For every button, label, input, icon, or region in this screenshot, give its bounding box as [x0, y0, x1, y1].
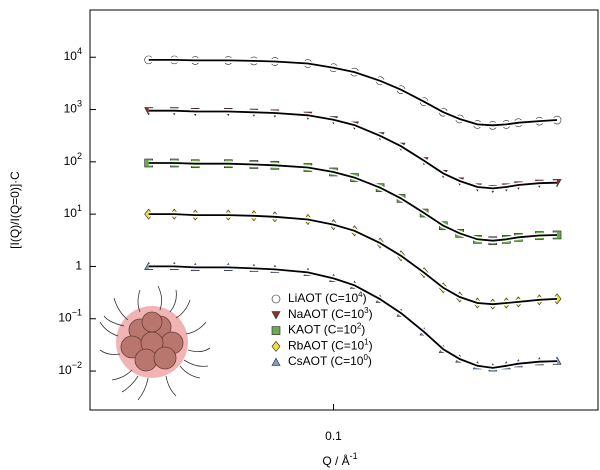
fit-line — [148, 213, 558, 306]
legend-text: ) — [369, 339, 373, 353]
legend-label: LiAOT (C=104) — [288, 290, 367, 305]
legend-exp: 1 — [364, 338, 369, 347]
legend-text: ) — [369, 307, 373, 321]
y-axis-label: [I(Q)/I(Q=0)]·C — [8, 171, 22, 249]
y-tick-label: 10−2 — [58, 360, 82, 377]
legend-label: RbAOT (C=101) — [288, 338, 373, 353]
y-tick-exp: 4 — [77, 47, 82, 57]
legend-text: CsAOT (C=10 — [288, 354, 364, 368]
fit-line — [148, 59, 558, 127]
y-tick-base: 10 — [58, 363, 72, 377]
legend-text: RbAOT (C=10 — [288, 339, 364, 353]
y-tick-label: 104 — [64, 47, 82, 64]
fit-line-outline — [148, 57, 558, 128]
legend-label: CsAOT (C=100) — [288, 353, 372, 368]
y-tick-base: 10 — [64, 154, 78, 168]
x-axis-label: Q / Å-1 — [322, 451, 357, 468]
legend-marker — [271, 326, 281, 335]
y-tick-exp: −1 — [72, 308, 82, 318]
legend-text: KAOT (C=10 — [288, 323, 357, 337]
legend-text: NaAOT (C=10 — [288, 307, 364, 321]
micelle-illustration — [99, 285, 211, 401]
y-tick-exp: 3 — [77, 99, 82, 109]
legend-marker — [271, 294, 281, 304]
x-label-exp: -1 — [350, 451, 358, 461]
y-tick-exp: 1 — [77, 204, 82, 214]
y-tick-base: 10 — [64, 206, 78, 220]
fit-line — [148, 265, 558, 369]
legend-marker — [271, 311, 281, 320]
legend-text: LiAOT (C=10 — [288, 291, 358, 305]
y-tick-label: 1 — [75, 259, 82, 273]
legend-exp: 0 — [363, 353, 368, 362]
fit-line — [148, 162, 558, 242]
y-tick-exp: 2 — [77, 151, 82, 161]
plot-frame — [89, 9, 599, 411]
y-tick-base: 10 — [64, 102, 78, 116]
legend-exp: 2 — [357, 322, 362, 331]
legend-marker — [271, 357, 281, 366]
x-label-base: Q / Å — [322, 453, 349, 468]
y-tick-label: 10−1 — [58, 308, 82, 325]
y-tick-label: 101 — [64, 204, 82, 221]
legend-text: ) — [361, 323, 365, 337]
y-tick-base: 10 — [58, 311, 72, 325]
y-tick-base: 10 — [64, 49, 78, 63]
legend-label: KAOT (C=102) — [288, 322, 365, 337]
legend-label: NaAOT (C=103) — [288, 306, 373, 321]
fit-line — [148, 109, 558, 190]
legend-exp: 4 — [358, 290, 363, 299]
x-tick-label: 0.1 — [325, 429, 342, 443]
legend-text: ) — [368, 354, 372, 368]
legend-exp: 3 — [364, 306, 369, 315]
y-tick-exp: −2 — [72, 360, 82, 370]
legend-marker — [271, 340, 281, 352]
legend-text: ) — [363, 291, 367, 305]
y-tick-label: 103 — [64, 99, 82, 116]
y-tick-label: 102 — [64, 151, 82, 168]
